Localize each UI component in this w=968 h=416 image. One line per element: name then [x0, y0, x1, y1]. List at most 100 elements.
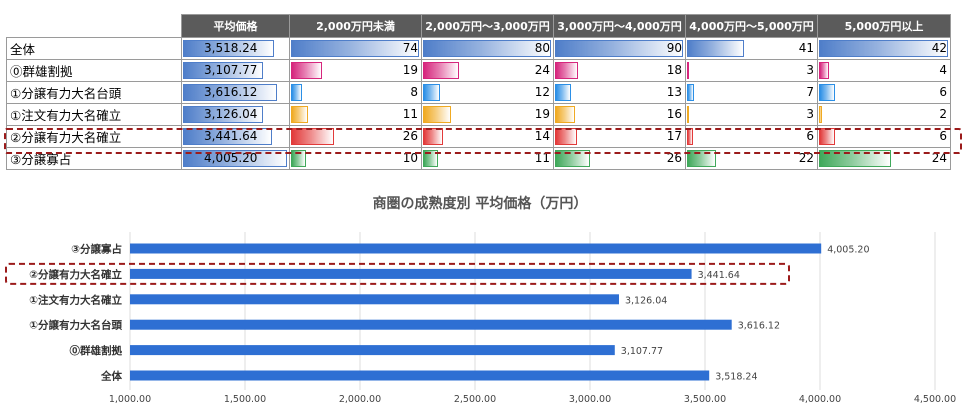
cell-value: 41: [798, 41, 814, 55]
cell-value: 10: [402, 151, 418, 165]
category-label: 全体: [100, 370, 122, 383]
cell-value: 7: [806, 85, 814, 99]
data-bar: [687, 62, 689, 79]
data-bar: [423, 106, 452, 123]
category-label: ⓪群雄割拠: [70, 344, 123, 357]
count-cell: 11: [289, 103, 422, 126]
chart-title: 商圏の成熟度別 平均価格（万円）: [373, 195, 588, 212]
avg-price-cell: 3,126.04: [181, 103, 290, 126]
count-cell: 18: [553, 59, 686, 82]
chart-bar: [130, 345, 615, 356]
cell-value: 26: [666, 151, 682, 165]
table-row: ①注文有力大名確立 3,126.04 11 19 16 3 2: [6, 103, 951, 126]
chart-bar: [130, 319, 732, 330]
row-label: ⓪群雄割拠: [6, 59, 182, 82]
highlight-table-row: [4, 128, 962, 154]
data-bar: [423, 62, 460, 79]
data-bar: [291, 62, 322, 79]
cell-value: 3: [806, 107, 814, 121]
cell-value: 3: [806, 63, 814, 77]
cell-value: 3,616.12: [204, 85, 258, 99]
chart-bar: [130, 370, 710, 381]
chart-bars: [130, 243, 822, 381]
count-cell: 74: [289, 37, 422, 60]
data-bar: [555, 150, 590, 167]
count-cell: 7: [685, 81, 818, 104]
cell-value: 8: [410, 85, 418, 99]
chart-grid: [129, 232, 936, 390]
value-label: 3,616.12: [738, 321, 780, 332]
count-cell: 2: [817, 103, 951, 126]
x-tick-label: 4,000.00: [799, 394, 841, 405]
count-cell: 42: [817, 37, 951, 60]
data-bar: [819, 150, 892, 167]
data-bar: [423, 84, 440, 101]
data-bar: [183, 106, 264, 123]
count-cell: 12: [421, 81, 554, 104]
count-cell: 3: [685, 59, 818, 82]
column-header: 2,000万円未満: [289, 14, 422, 38]
count-cell: 13: [553, 81, 686, 104]
chart-value-labels: 4,005.20 3,441.64 3,126.04 3,616.12 3,107.77…: [621, 245, 870, 383]
count-cell: 90: [553, 37, 686, 60]
cell-value: 3,441.64: [204, 129, 258, 143]
count-cell: 19: [289, 59, 422, 82]
data-bar: [819, 62, 829, 79]
data-bar: [687, 106, 689, 123]
chart-bar: [130, 268, 692, 279]
data-bar: [555, 106, 576, 123]
count-cell: 19: [421, 103, 554, 126]
table-corner: [6, 14, 182, 38]
count-cell: 16: [553, 103, 686, 126]
chart-x-tick-labels: 1,000.00 1,500.00 2,000.00 2,500.00 3,000.00…: [109, 394, 956, 405]
cell-value: 17: [666, 129, 682, 143]
cell-value: 11: [534, 151, 550, 165]
data-bar: [687, 150, 716, 167]
x-tick-label: 3,500.00: [684, 394, 726, 405]
value-label: 3,107.77: [621, 346, 663, 357]
count-cell: 8: [289, 81, 422, 104]
data-bar: [183, 40, 274, 57]
price-distribution-table: 平均価格 2,000万円未満 2,000万円～3,000万円 3,000万円～4…: [6, 14, 951, 170]
table-row: ①分譲有力大名台頭 3,616.12 8 12 13 7 6: [6, 81, 951, 104]
cell-value: 22: [798, 151, 814, 165]
table-row: ⓪群雄割拠 3,107.77 19 24 18 3 4: [6, 59, 951, 82]
avg-price-cell: 3,441.64: [181, 125, 290, 148]
average-price-bar-chart: 商圏の成熟度別 平均価格（万円） ③分譲寡占 ②分譲有力大名確立 ①注文有力大名確立…: [5, 195, 956, 405]
cell-value: 6: [939, 85, 947, 99]
data-bar: [555, 62, 579, 79]
cell-value: 4,005.20: [204, 151, 258, 165]
cell-value: 19: [402, 63, 418, 77]
value-label: 4,005.20: [827, 245, 869, 256]
column-header: 3,000万円～4,000万円: [553, 14, 686, 38]
x-tick-label: 2,000.00: [339, 394, 381, 405]
cell-value: 24: [534, 63, 550, 77]
data-bar: [423, 40, 551, 57]
data-bar: [291, 84, 303, 101]
count-cell: 6: [817, 81, 951, 104]
count-cell: 17: [553, 125, 686, 148]
count-cell: 80: [421, 37, 554, 60]
column-header: 平均価格: [181, 14, 290, 38]
data-bar: [687, 84, 695, 101]
column-header: 5,000万円以上: [817, 14, 951, 38]
value-label: 3,126.04: [625, 295, 667, 306]
cell-value: 3,107.77: [204, 63, 258, 77]
cell-value: 24: [931, 151, 947, 165]
data-bar: [819, 106, 823, 123]
x-tick-label: 1,500.00: [224, 394, 266, 405]
table-header-row: 平均価格 2,000万円未満 2,000万円～3,000万円 3,000万円～4…: [6, 14, 951, 38]
data-bar: [291, 106, 308, 123]
chart-bar: [130, 294, 619, 305]
count-cell: 4: [817, 59, 951, 82]
cell-value: 19: [534, 107, 550, 121]
x-tick-label: 4,500.00: [914, 394, 956, 405]
cell-value: 6: [806, 129, 814, 143]
table-row: ②分譲有力大名確立 3,441.64 26 14 17 6 6: [6, 125, 951, 148]
category-label: ②分譲有力大名確立: [29, 268, 122, 281]
avg-price-cell: 3,518.24: [181, 37, 290, 60]
value-label: 3,441.64: [698, 270, 740, 281]
data-bar: [423, 150, 439, 167]
cell-value: 12: [534, 85, 550, 99]
